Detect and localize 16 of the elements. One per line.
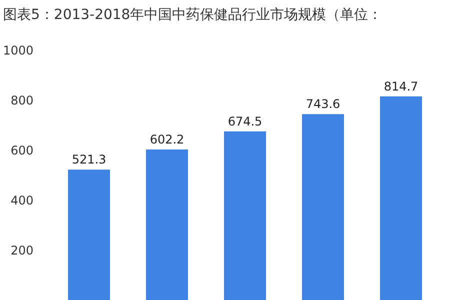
data-label: 674.5 xyxy=(228,114,262,128)
data-label: 602.2 xyxy=(150,132,184,146)
bar xyxy=(224,131,266,300)
bar xyxy=(68,170,110,300)
bar xyxy=(302,114,344,300)
y-tick-label: 600 xyxy=(10,144,34,158)
data-label: 521.3 xyxy=(72,152,106,167)
y-tick-label: 1000 xyxy=(2,44,34,58)
y-tick-label: 200 xyxy=(10,244,34,258)
data-label: 814.7 xyxy=(384,79,418,94)
bar xyxy=(380,96,422,300)
text: 图表5：2013-2018年中国中药保健品行业市场规模（单位： xyxy=(3,7,382,23)
y-tick-label: 400 xyxy=(10,194,34,208)
y-tick-label: 800 xyxy=(10,94,34,108)
bar xyxy=(146,149,188,300)
data-label: 743.6 xyxy=(306,97,340,112)
